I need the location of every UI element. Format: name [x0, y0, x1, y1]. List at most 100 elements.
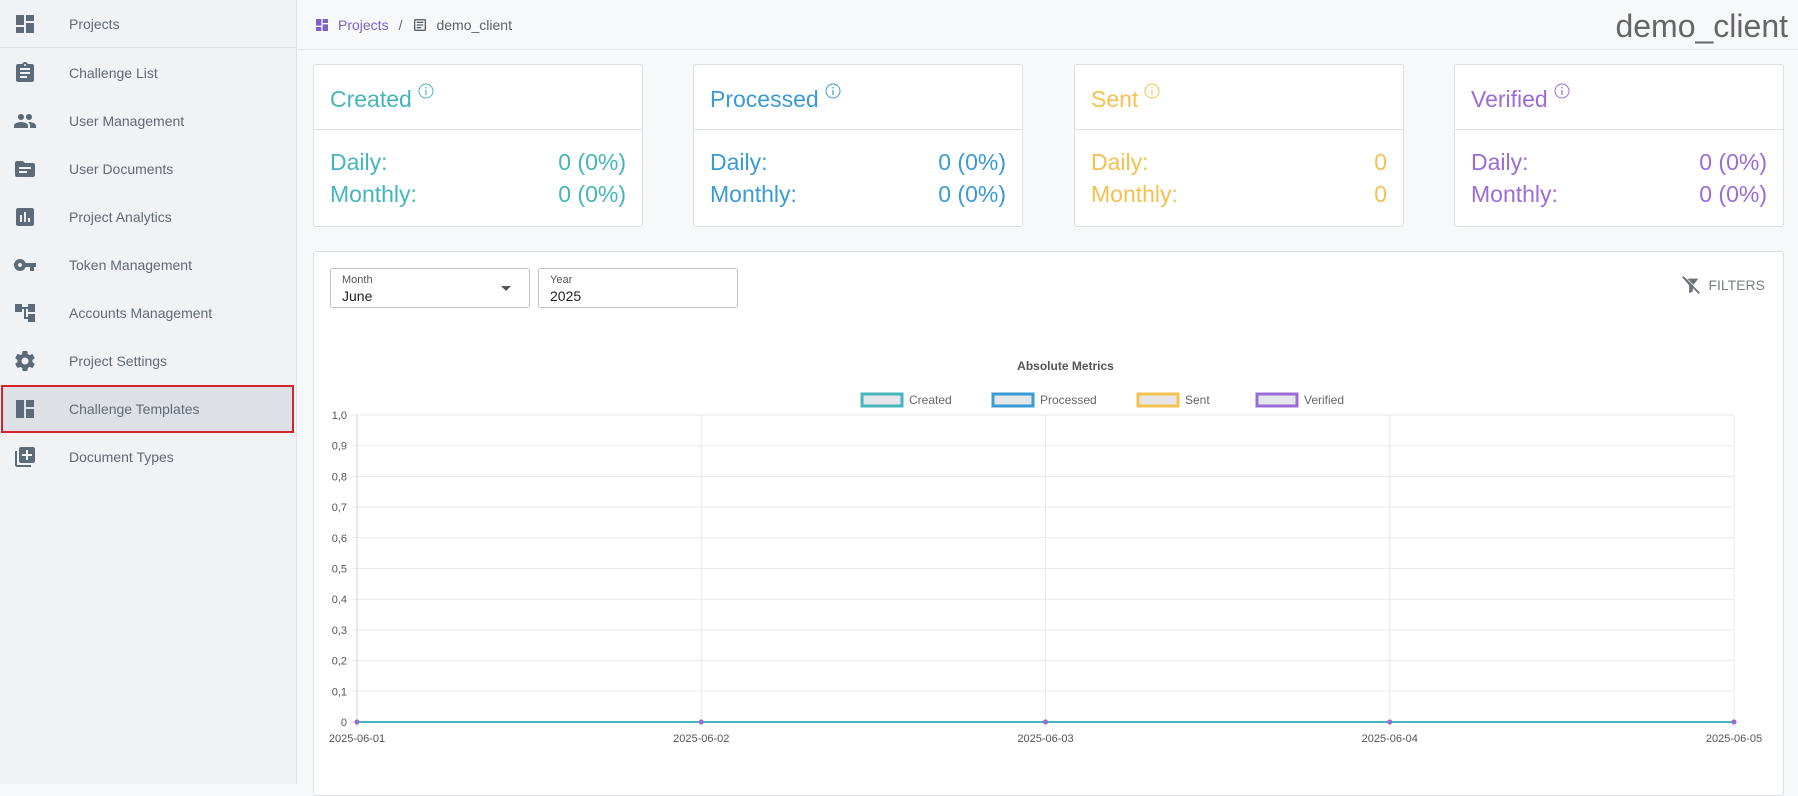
sidebar: Projects Challenge List User Management …	[0, 0, 297, 784]
stat-card-title-text: Sent	[1091, 86, 1139, 112]
sidebar-item-label: User Management	[69, 113, 185, 129]
x-tick-label: 2025-06-04	[1362, 733, 1418, 745]
info-icon[interactable]	[418, 83, 434, 99]
stat-card-created: Created Daily: 0 (0%) Monthly: 0 (0%)	[313, 64, 643, 227]
absolute-metrics-chart: Absolute Metrics Created Processed Sent Veri…	[329, 359, 1762, 745]
y-tick-label: 0,3	[332, 625, 347, 637]
y-tick-label: 0,5	[332, 564, 347, 576]
sidebar-item-label: Challenge List	[69, 65, 158, 81]
sidebar-item-label: Challenge Templates	[69, 401, 200, 417]
sidebar-item-project-analytics[interactable]: Project Analytics	[0, 193, 297, 241]
monthly-row: Monthly: 0 (0%)	[1471, 181, 1767, 208]
monthly-value: 0 (0%)	[1699, 181, 1767, 207]
monthly-value: 0	[1374, 181, 1387, 207]
breadcrumb-projects-link[interactable]: Projects	[338, 17, 389, 33]
sidebar-item-label: User Documents	[69, 161, 174, 177]
stat-card-title: Sent	[1091, 83, 1160, 113]
divider	[1455, 129, 1783, 130]
y-tick-label: 1,0	[332, 410, 347, 422]
sidebar-item-projects[interactable]: Projects	[0, 0, 297, 48]
daily-label: Daily:	[1471, 149, 1529, 175]
header: Projects / demo_client demo_client	[298, 0, 1798, 50]
sidebar-item-label: Project Analytics	[69, 209, 172, 225]
x-tick-label: 2025-06-01	[329, 733, 385, 745]
stat-card-title: Created	[330, 83, 434, 113]
divider	[1075, 129, 1403, 130]
template-icon	[13, 397, 37, 421]
legend-label: Processed	[1040, 393, 1097, 407]
stat-card-sent: Sent Daily: 0 Monthly: 0	[1074, 64, 1404, 227]
y-tick-label: 0,2	[332, 656, 347, 668]
divider	[314, 129, 642, 130]
legend-label: Sent	[1185, 393, 1210, 407]
dashboard-icon	[314, 17, 330, 33]
stat-card-title: Verified	[1471, 83, 1570, 113]
sidebar-item-label: Accounts Management	[69, 305, 213, 321]
monthly-row: Monthly: 0	[1091, 181, 1387, 208]
stat-card-title-text: Created	[330, 86, 412, 112]
monthly-value: 0 (0%)	[938, 181, 1006, 207]
sidebar-item-document-types[interactable]: Document Types	[0, 433, 297, 481]
year-value: 2025	[550, 288, 582, 304]
monthly-row: Monthly: 0 (0%)	[330, 181, 626, 208]
key-icon	[13, 253, 37, 277]
sidebar-item-challenge-templates[interactable]: Challenge Templates	[1, 385, 294, 433]
people-icon	[13, 109, 37, 133]
page-title: demo_client	[1615, 8, 1788, 44]
daily-row: Daily: 0 (0%)	[710, 149, 1006, 176]
monthly-value: 0 (0%)	[558, 181, 626, 207]
chart-title: Absolute Metrics	[1017, 359, 1114, 373]
daily-value: 0 (0%)	[1699, 149, 1767, 175]
monthly-row: Monthly: 0 (0%)	[710, 181, 1006, 208]
caret-down-icon	[501, 286, 511, 291]
y-tick-label: 0	[341, 717, 347, 729]
legend-swatch	[860, 392, 904, 408]
breadcrumb-separator: /	[398, 17, 403, 33]
monthly-label: Monthly:	[1091, 181, 1178, 207]
info-icon[interactable]	[825, 83, 841, 99]
year-field[interactable]: Year 2025	[538, 268, 738, 308]
daily-value: 0 (0%)	[558, 149, 626, 175]
metrics-panel: Month June Year 2025 FILTERS Absolute Me…	[313, 251, 1784, 796]
sidebar-item-accounts-management[interactable]: Accounts Management	[0, 289, 297, 337]
sidebar-item-project-settings[interactable]: Project Settings	[0, 337, 297, 385]
sidebar-item-token-management[interactable]: Token Management	[0, 241, 297, 289]
info-icon[interactable]	[1144, 83, 1160, 99]
dashboard-icon	[13, 12, 37, 36]
month-select[interactable]: Month June	[330, 268, 530, 308]
sidebar-item-user-documents[interactable]: User Documents	[0, 145, 297, 193]
monthly-label: Monthly:	[710, 181, 797, 207]
sidebar-item-user-management[interactable]: User Management	[0, 97, 297, 145]
legend-swatch	[1255, 392, 1299, 408]
year-label: Year	[550, 274, 573, 286]
sidebar-item-label: Document Types	[69, 449, 174, 465]
y-tick-label: 0,4	[332, 594, 347, 606]
filters-label: FILTERS	[1708, 277, 1765, 293]
info-icon[interactable]	[1554, 83, 1570, 99]
folder-icon	[13, 157, 37, 181]
legend-label: Created	[909, 393, 952, 407]
daily-row: Daily: 0	[1091, 149, 1387, 176]
y-tick-label: 0,1	[332, 686, 347, 698]
sidebar-item-challenge-list[interactable]: Challenge List	[0, 49, 297, 97]
document-icon	[412, 17, 428, 33]
data-point-verified	[1387, 719, 1393, 725]
daily-row: Daily: 0 (0%)	[1471, 149, 1767, 176]
account-tree-icon	[13, 301, 37, 325]
y-tick-label: 0,7	[332, 502, 347, 514]
data-point-verified	[698, 719, 704, 725]
x-tick-label: 2025-06-02	[673, 733, 729, 745]
month-label: Month	[342, 274, 373, 286]
month-value: June	[342, 288, 373, 304]
daily-label: Daily:	[1091, 149, 1149, 175]
filters-button[interactable]: FILTERS	[1680, 274, 1765, 296]
bar-chart-icon	[13, 205, 37, 229]
stat-card-title: Processed	[710, 83, 841, 113]
daily-value: 0 (0%)	[938, 149, 1006, 175]
daily-label: Daily:	[330, 149, 388, 175]
divider	[694, 129, 1022, 130]
legend-swatch	[1136, 392, 1180, 408]
y-tick-label: 0,9	[332, 441, 347, 453]
sidebar-item-label: Projects	[69, 15, 120, 32]
data-point-verified	[354, 719, 360, 725]
